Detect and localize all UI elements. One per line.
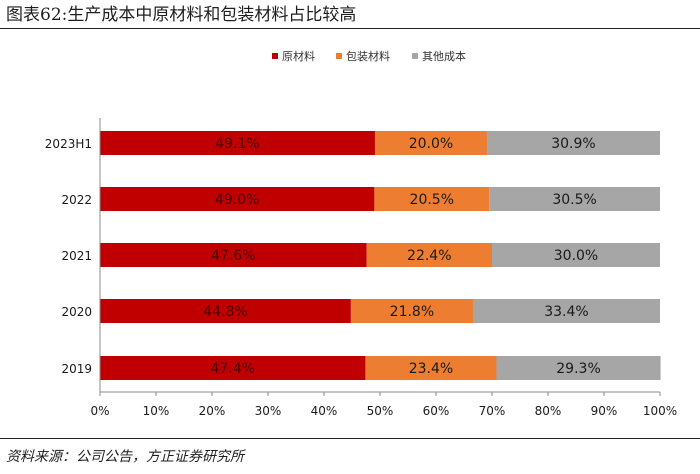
data-label: 30.9%	[551, 136, 595, 152]
legend-swatch	[336, 53, 342, 59]
legend: 原材料 包装材料 其他成本	[272, 49, 466, 63]
bar-segment	[366, 243, 492, 267]
bar-segment	[350, 299, 473, 323]
data-label: 49.1%	[215, 136, 259, 152]
x-tick-label: 50%	[367, 404, 394, 418]
x-tick-label: 70%	[479, 404, 506, 418]
chart-title: 图表62:生产成本中原材料和包装材料占比较高	[6, 5, 357, 25]
bar-segment	[100, 299, 351, 323]
data-label: 23.4%	[409, 361, 453, 377]
data-label: 30.0%	[554, 248, 598, 264]
bar-segment	[100, 187, 375, 211]
data-label: 30.5%	[552, 192, 596, 208]
y-tick-label: 2023H1	[45, 137, 92, 151]
x-tick-label: 30%	[255, 404, 282, 418]
data-label: 21.8%	[390, 304, 434, 320]
y-tick-label: 2022	[61, 193, 92, 207]
bar-segment	[365, 356, 497, 380]
data-label: 49.0%	[215, 192, 259, 208]
x-tick-label: 0%	[90, 404, 109, 418]
x-tick-label: 90%	[591, 404, 618, 418]
x-tick-label: 10%	[143, 404, 170, 418]
x-tick-label: 40%	[311, 404, 338, 418]
x-tick-label: 60%	[423, 404, 450, 418]
axes: 2023H1 2022 2021 2020 2019 0% 10% 20% 30% 40% 50% 6…	[45, 118, 677, 418]
legend-label: 其他成本	[422, 49, 466, 63]
legend-swatch	[272, 53, 278, 59]
x-tick-label: 100%	[643, 404, 677, 418]
bar-segment	[100, 243, 367, 267]
data-label: 44.8%	[203, 304, 247, 320]
bar-segment	[496, 356, 661, 380]
data-label: 20.5%	[410, 192, 454, 208]
data-label: 47.6%	[211, 248, 255, 264]
data-label: 33.4%	[544, 304, 588, 320]
data-label: 29.3%	[556, 361, 600, 377]
legend-swatch	[412, 53, 418, 59]
x-tick-label: 20%	[199, 404, 226, 418]
y-tick-label: 2020	[61, 305, 92, 319]
stacked-bar-chart: 原材料 包装材料 其他成本 49.1% 20.0% 30.9% 49.0% 20.5% 30.…	[45, 49, 677, 418]
data-label: 20.0%	[409, 136, 453, 152]
legend-label: 包装材料	[346, 49, 390, 63]
bar-segment	[374, 187, 490, 211]
x-tick-label: 80%	[535, 404, 562, 418]
legend-label: 原材料	[282, 49, 315, 63]
title-rule	[0, 28, 700, 29]
bar-segment	[374, 131, 487, 155]
bar-segment	[486, 131, 660, 155]
source-note: 资料来源：公司公告，方正证券研究所	[6, 449, 244, 465]
bar-segment	[492, 243, 660, 267]
data-label: 22.4%	[407, 248, 451, 264]
bar-segment	[489, 187, 660, 211]
y-tick-label: 2021	[61, 249, 92, 263]
bar-segment	[472, 299, 660, 323]
bar-segment	[100, 131, 375, 155]
source-rule	[0, 438, 700, 439]
bar-segment	[100, 356, 366, 380]
y-tick-label: 2019	[61, 362, 92, 376]
data-label: 47.4%	[210, 361, 254, 377]
bars: 49.1% 20.0% 30.9% 49.0% 20.5% 30.5% 47.6% 22.4%…	[100, 131, 661, 380]
